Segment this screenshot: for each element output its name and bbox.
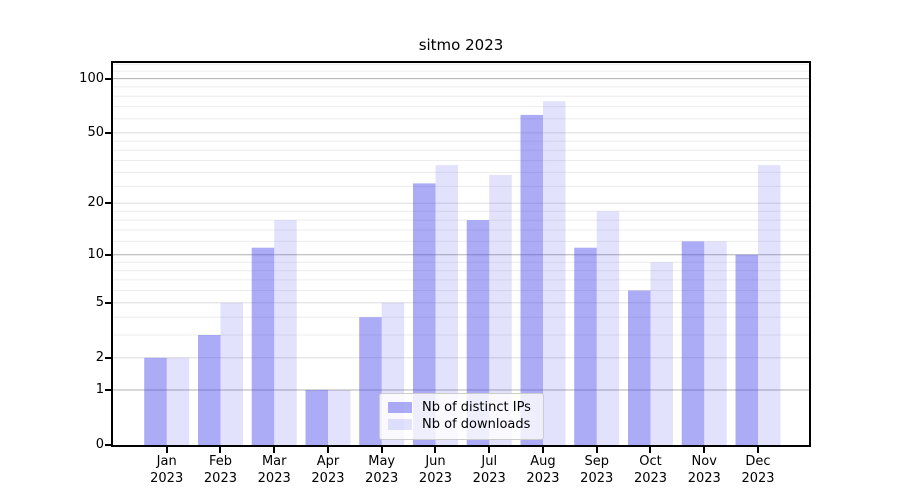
bar-distinct-ips-jun bbox=[413, 183, 436, 445]
bar-downloads-sep bbox=[596, 211, 620, 445]
bar-distinct-ips-apr bbox=[305, 390, 328, 445]
x-tick bbox=[219, 447, 222, 453]
x-tick-label: Sep 2023 bbox=[580, 454, 614, 486]
bar-distinct-ips-nov bbox=[681, 241, 705, 445]
x-tick bbox=[380, 447, 383, 453]
y-tick bbox=[105, 301, 111, 304]
y-tick bbox=[105, 444, 111, 446]
x-tick bbox=[326, 447, 329, 453]
chart-title: sitmo 2023 bbox=[418, 36, 504, 54]
x-tick-label: Nov 2023 bbox=[687, 454, 721, 486]
x-tick-label: Apr 2023 bbox=[311, 454, 345, 486]
bar-downloads-apr bbox=[328, 390, 351, 445]
x-tick-label: Dec 2023 bbox=[741, 454, 775, 486]
x-tick bbox=[434, 447, 437, 453]
y-tick bbox=[105, 253, 111, 256]
plot-canvas bbox=[113, 63, 809, 445]
bar-distinct-ips-feb bbox=[198, 335, 221, 445]
x-tick-label: Jun 2023 bbox=[418, 454, 453, 486]
legend-item-downloads: Nb of downloads bbox=[388, 416, 535, 433]
bar-distinct-ips-oct bbox=[628, 290, 651, 445]
x-tick bbox=[649, 447, 652, 453]
x-tick-label: Oct 2023 bbox=[633, 454, 668, 486]
x-tick-label: Feb 2023 bbox=[203, 454, 237, 486]
legend-swatch-downloads bbox=[388, 419, 412, 430]
x-tick bbox=[756, 447, 759, 453]
x-tick bbox=[273, 447, 276, 453]
x-tick bbox=[488, 447, 491, 453]
bar-distinct-ips-mar bbox=[251, 247, 275, 445]
x-tick-label: Jan 2023 bbox=[150, 454, 184, 486]
bar-downloads-jun bbox=[435, 165, 458, 445]
x-tick bbox=[541, 447, 544, 453]
x-tick bbox=[703, 447, 706, 453]
x-tick-label: Mar 2023 bbox=[257, 454, 291, 486]
bar-downloads-jul bbox=[489, 175, 512, 445]
y-tick-label: 20 bbox=[87, 195, 104, 211]
bar-distinct-ips-aug bbox=[520, 114, 543, 445]
bar-downloads-oct bbox=[650, 262, 673, 445]
y-tick-label: 10 bbox=[87, 246, 104, 262]
bar-downloads-nov bbox=[704, 241, 727, 445]
x-tick-label: Jul 2023 bbox=[472, 454, 506, 486]
legend-swatch-distinct-ips bbox=[388, 402, 412, 413]
bar-downloads-feb bbox=[220, 302, 243, 445]
y-tick-label: 50 bbox=[87, 124, 104, 140]
x-tick-label: May 2023 bbox=[365, 454, 399, 486]
y-tick-label: 2 bbox=[95, 349, 104, 365]
bar-downloads-dec bbox=[758, 165, 781, 445]
y-tick-label: 100 bbox=[79, 70, 104, 86]
y-tick bbox=[105, 131, 111, 134]
bar-downloads-mar bbox=[274, 220, 297, 445]
y-tick bbox=[105, 77, 111, 80]
x-tick-label: Aug 2023 bbox=[526, 454, 560, 486]
y-tick-label: 1 bbox=[95, 381, 104, 397]
y-tick bbox=[105, 388, 111, 391]
bar-distinct-ips-dec bbox=[735, 254, 758, 445]
bar-downloads-jan bbox=[166, 357, 190, 445]
bar-downloads-aug bbox=[543, 101, 566, 445]
bar-distinct-ips-sep bbox=[574, 247, 597, 445]
y-tick-label: 5 bbox=[95, 294, 104, 310]
plot-area bbox=[111, 61, 811, 447]
bar-distinct-ips-jul bbox=[466, 220, 490, 445]
legend: Nb of distinct IPs Nb of downloads bbox=[379, 393, 544, 440]
bar-distinct-ips-may bbox=[359, 317, 382, 445]
y-tick bbox=[105, 202, 111, 205]
x-tick bbox=[165, 447, 168, 453]
legend-label-distinct-ips: Nb of distinct IPs bbox=[422, 400, 531, 415]
bar-distinct-ips-jan bbox=[144, 357, 167, 445]
legend-item-distinct-ips: Nb of distinct IPs bbox=[388, 399, 535, 416]
y-tick-label: 0 bbox=[95, 437, 104, 452]
x-tick bbox=[595, 447, 598, 453]
y-tick bbox=[105, 356, 111, 359]
legend-label-downloads: Nb of downloads bbox=[422, 417, 531, 432]
